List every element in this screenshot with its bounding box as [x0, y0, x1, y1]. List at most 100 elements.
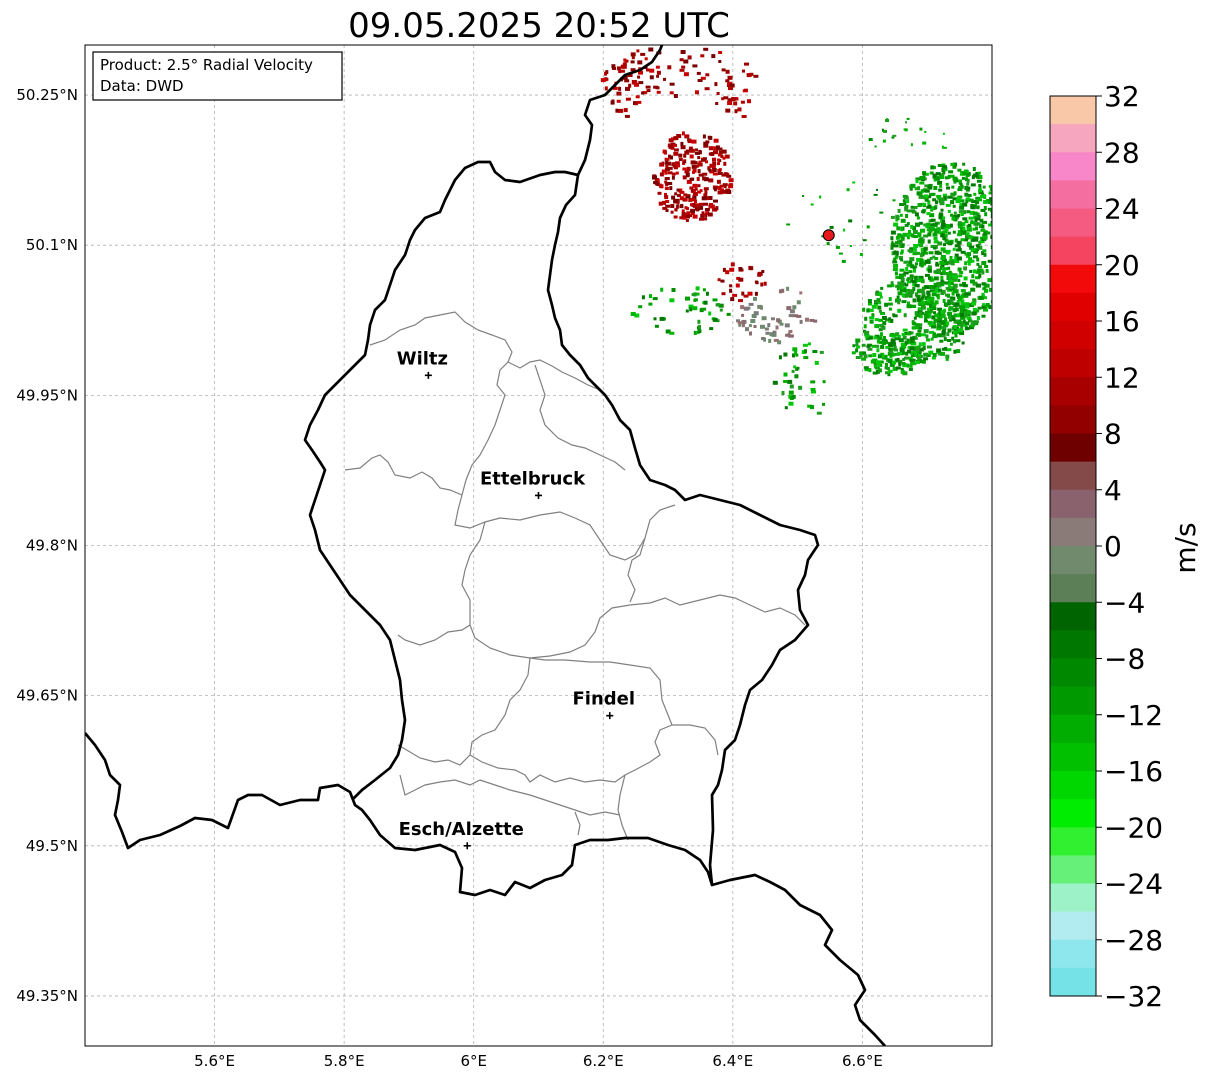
radar-echo-pixel	[954, 253, 959, 257]
radar-echo-pixel	[708, 178, 714, 183]
radar-echo-pixel	[957, 223, 963, 227]
radar-echo-pixel	[868, 368, 872, 373]
radar-echo-pixel	[939, 201, 945, 206]
colorbar-tick-label: −12	[1104, 699, 1163, 732]
radar-echo-pixel	[998, 294, 1001, 297]
radar-echo-pixel	[947, 231, 951, 235]
radar-echo-pixel	[992, 252, 995, 256]
radar-echo-pixel	[940, 254, 946, 259]
radar-echo-pixel	[967, 194, 972, 197]
radar-echo-pixel	[673, 151, 679, 156]
radar-echo-pixel	[951, 336, 955, 341]
place-marker-cross	[424, 371, 432, 379]
radar-echo-pixel	[960, 238, 965, 242]
colorbar-bin	[1050, 377, 1096, 406]
radar-echo-pixel	[684, 197, 688, 202]
colorbar-bin	[1050, 574, 1096, 603]
radar-echo-pixel	[664, 170, 668, 175]
radar-echo-pixel	[951, 291, 955, 296]
radar-echo-pixel	[784, 406, 788, 410]
radar-echo-pixel	[663, 77, 666, 81]
radar-echo-pixel	[713, 138, 719, 143]
radar-echo-pixel	[952, 197, 958, 201]
colorbar-bin	[1050, 827, 1096, 856]
radar-echo-pixel	[952, 204, 956, 208]
radar-echo-pixel	[891, 353, 896, 357]
radar-echo-pixel	[712, 317, 718, 322]
radar-echo-pixel	[933, 318, 938, 323]
radar-echo-pixel	[977, 175, 983, 179]
radar-echo-pixel	[940, 233, 946, 238]
radar-echo-pixel	[693, 298, 698, 302]
radar-echo-pixel	[682, 175, 687, 180]
radar-echo-pixel	[902, 335, 907, 340]
radar-echo-pixel	[943, 319, 948, 323]
radar-echo-pixel	[919, 181, 925, 185]
radar-echo-pixel	[735, 283, 740, 288]
radar-echo-pixel	[906, 304, 912, 309]
radar-echo-pixel	[787, 379, 793, 384]
radar-echo-pixel	[910, 183, 916, 188]
radar-echo-pixel	[670, 155, 673, 160]
radar-echo-pixel	[947, 311, 953, 316]
radar-echo-pixel	[939, 212, 943, 217]
colorbar-tick-label: 28	[1104, 136, 1140, 169]
radar-echo-pixel	[995, 219, 999, 223]
radar-echo-pixel	[685, 296, 690, 301]
radar-echo-pixel	[935, 261, 939, 265]
radar-echo-pixel	[635, 95, 640, 99]
radar-echo-pixel	[659, 162, 665, 167]
radar-echo-pixel	[885, 119, 889, 122]
radar-echo-pixel	[940, 264, 945, 268]
radar-echo-pixel	[868, 354, 873, 358]
radar-echo-pixel	[721, 149, 727, 154]
radar-echo-pixel	[714, 82, 718, 87]
radar-echo-pixel	[995, 195, 1000, 199]
radar-echo-pixel	[921, 311, 925, 315]
radar-echo-pixel	[977, 171, 981, 175]
radar-echo-pixel	[622, 75, 628, 80]
radar-echo-pixel	[932, 232, 938, 237]
radar-echo-pixel	[950, 200, 955, 205]
radar-echo-pixel	[984, 265, 989, 268]
radar-echo-pixel	[791, 369, 795, 373]
radar-echo-pixel	[929, 171, 934, 175]
radar-echo-pixel	[816, 411, 822, 415]
radar-echo-pixel	[723, 96, 729, 100]
radar-echo-pixel	[897, 351, 903, 355]
radar-echo-pixel	[730, 297, 735, 302]
radar-echo-pixel	[935, 172, 941, 176]
radar-echo-pixel	[963, 266, 968, 271]
radar-echo-pixel	[927, 239, 931, 244]
radar-echo-pixel	[903, 293, 908, 298]
radar-echo-pixel	[964, 302, 970, 307]
radar-echo-pixel	[998, 221, 1002, 225]
radar-echo-pixel	[1000, 206, 1003, 210]
radar-echo-pixel	[951, 185, 955, 189]
colorbar-bin	[1050, 855, 1096, 884]
radar-echo-pixel	[699, 217, 704, 221]
radar-echo-pixel	[721, 68, 726, 72]
radar-echo-pixel	[988, 305, 992, 309]
radar-echo-pixel	[792, 305, 797, 310]
radar-echo-pixel	[682, 167, 687, 171]
colorbar-bin	[1050, 208, 1096, 238]
radar-echo-pixel	[707, 166, 711, 171]
place-label: Wiltz	[397, 348, 448, 369]
radar-echo-pixel	[848, 219, 853, 223]
radar-echo-pixel	[681, 209, 685, 214]
radar-echo-pixel	[863, 366, 869, 370]
radar-echo-pixel	[717, 172, 723, 175]
radar-echo-pixel	[965, 321, 970, 326]
radar-echo-pixel	[893, 342, 897, 347]
radar-echo-pixel	[926, 290, 931, 295]
radar-echo-pixel	[934, 300, 939, 305]
radar-echo-pixel	[915, 346, 920, 350]
radar-echo-pixel	[923, 352, 929, 357]
radar-echo-pixel	[690, 208, 696, 213]
radar-echo-pixel	[996, 223, 1001, 226]
radar-echo-pixel	[941, 333, 946, 338]
radar-echo-pixel	[888, 359, 893, 364]
radar-echo-pixel	[704, 189, 708, 194]
radar-echo-pixel	[997, 205, 1002, 209]
